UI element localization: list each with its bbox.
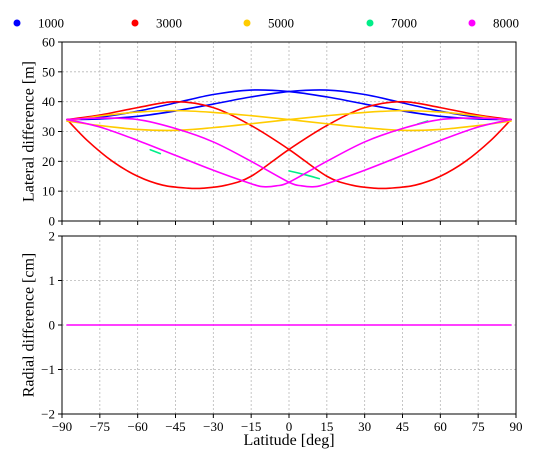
x-tick-label: 90 — [510, 419, 523, 434]
x-tick-label: 60 — [434, 419, 447, 434]
x-tick-label: 30 — [358, 419, 371, 434]
series-line-3000 — [66, 100, 512, 190]
legend-marker-8000 — [468, 19, 476, 27]
legend-label-7000: 7000 — [391, 16, 417, 31]
x-tick-label: −75 — [90, 419, 110, 434]
x-tick-label: −90 — [52, 419, 72, 434]
y-ticks-bottom: −2 −1 0 1 2 — [41, 229, 62, 422]
x-tick-label: −30 — [203, 419, 223, 434]
series-line-1000 — [66, 89, 512, 121]
x-tick-label: 15 — [320, 419, 333, 434]
series-line-8000 — [66, 117, 512, 188]
y-tick-label: −2 — [41, 407, 55, 422]
y-tick-label: 30 — [42, 124, 55, 139]
y-axis-label-bottom: Radial difference [cm] — [21, 253, 38, 398]
legend: 1000 3000 5000 7000 8000 — [13, 16, 519, 31]
grid-top — [61, 41, 517, 222]
x-tick-label: 45 — [396, 419, 409, 434]
y-ticks-top: 0 10 20 30 40 50 60 — [42, 35, 62, 229]
series-line-5000 — [66, 109, 512, 132]
series-line-8000 — [66, 117, 512, 188]
y-tick-label: 50 — [42, 64, 55, 79]
y-tick-label: 10 — [42, 184, 55, 199]
legend-marker-7000 — [366, 19, 374, 27]
legend-marker-3000 — [131, 19, 139, 27]
y-tick-label: 20 — [42, 154, 55, 169]
legend-marker-5000 — [243, 19, 251, 27]
legend-label-5000: 5000 — [268, 16, 294, 31]
y-tick-label: 60 — [42, 35, 55, 50]
legend-label-3000: 3000 — [156, 16, 182, 31]
y-tick-label: −1 — [41, 362, 55, 377]
series-lines-top — [66, 89, 512, 190]
x-tick-label: −45 — [165, 419, 185, 434]
series-line-7000 — [149, 148, 162, 155]
x-tick-label: −15 — [241, 419, 261, 434]
x-ticks-bottom: −90 −75 −60 −45 −30 −15 0 15 30 45 60 75 90 — [52, 414, 523, 434]
y-tick-label: 2 — [49, 229, 56, 244]
y-axis-label-top: Lateral difference [m] — [21, 61, 38, 202]
x-axis-label: Latitude [deg] — [243, 432, 334, 449]
x-tick-label: −60 — [127, 419, 147, 434]
x-ticks-top — [61, 221, 517, 225]
y-tick-label: 0 — [49, 318, 56, 333]
legend-label-1000: 1000 — [38, 16, 64, 31]
legend-marker-1000 — [13, 19, 21, 27]
series-line-3000 — [66, 100, 512, 190]
y-tick-label: 1 — [49, 273, 56, 288]
y-tick-label: 0 — [49, 214, 56, 229]
x-tick-label: 0 — [286, 419, 293, 434]
legend-label-8000: 8000 — [493, 16, 519, 31]
lateral-difference-panel: 0 10 20 30 40 50 60 Lateral difference [m] — [21, 35, 517, 229]
x-tick-label: 75 — [472, 419, 485, 434]
y-tick-label: 40 — [42, 94, 55, 109]
